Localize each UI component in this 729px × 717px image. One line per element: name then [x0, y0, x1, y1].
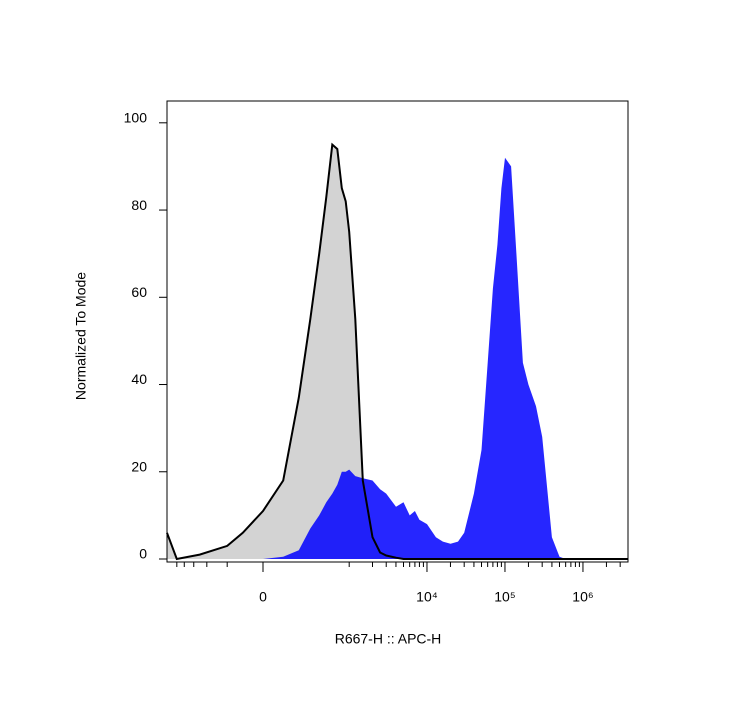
plot-frame [166, 100, 629, 563]
y-tick-label: 40 [131, 371, 147, 387]
x-tick-label: 10⁴ [416, 589, 438, 605]
x-tick-label: 10⁵ [494, 589, 515, 605]
histogram-area [167, 157, 628, 559]
y-tick-label: 80 [131, 197, 147, 213]
histogram-area [167, 144, 628, 559]
x-tick-label: 10⁶ [572, 589, 593, 605]
y-axis-label: Normalized To Mode [73, 272, 89, 400]
y-tick-label: 60 [131, 284, 147, 300]
y-tick-label: 0 [139, 546, 147, 562]
y-tick-label: 20 [131, 458, 147, 474]
y-tick-label: 100 [124, 110, 148, 126]
x-tick-label: 0 [259, 589, 267, 605]
histogram-outline [166, 142, 628, 561]
x-axis-label: R667-H :: APC-H [335, 631, 442, 647]
